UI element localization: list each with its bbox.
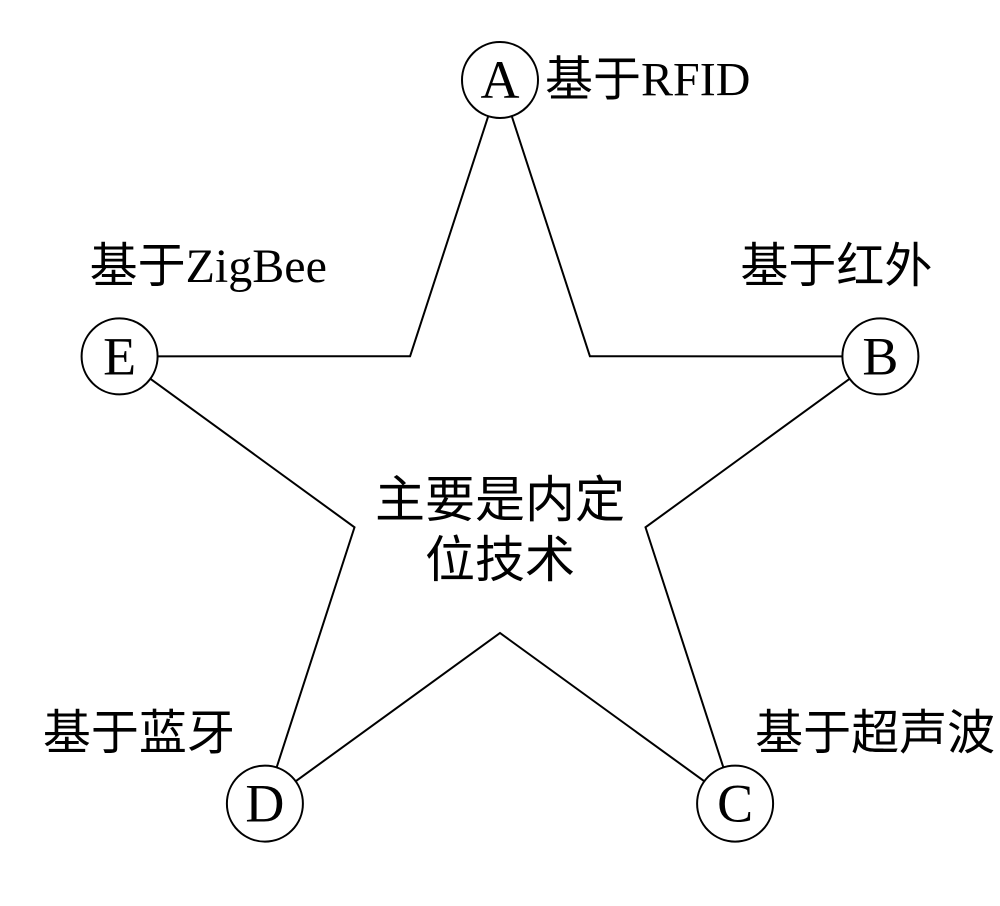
star-diagram: A 基于RFID B 基于红外 C基于超声波 D基于蓝牙 E 基于ZigBee 主要是内定 位… [0, 0, 1000, 906]
node-label-D: 基于蓝牙 [43, 707, 235, 760]
node-letter-C: C [717, 774, 753, 834]
center-label-line1: 主要是内定 [375, 472, 625, 528]
node-letter-B: B [862, 326, 898, 386]
node-label-E: 基于ZigBee [90, 240, 327, 293]
node-D: D基于蓝牙 [43, 707, 303, 842]
star-polygon [120, 80, 881, 804]
node-E: E 基于ZigBee [82, 240, 327, 395]
node-label-B: 基于红外 [740, 240, 932, 293]
node-label-C: 基于超声波 [755, 707, 995, 760]
node-A: A 基于RFID [462, 42, 750, 118]
node-B: B 基于红外 [740, 240, 932, 395]
center-label-line2: 位技术 [425, 532, 575, 588]
node-letter-D: D [245, 774, 284, 834]
node-letter-E: E [103, 326, 136, 386]
nodes-layer: A 基于RFID B 基于红外 C基于超声波 D基于蓝牙 E 基于ZigBee [43, 42, 995, 842]
node-C: C基于超声波 [697, 707, 995, 842]
node-label-A: 基于RFID [545, 54, 750, 107]
node-letter-A: A [481, 50, 520, 110]
